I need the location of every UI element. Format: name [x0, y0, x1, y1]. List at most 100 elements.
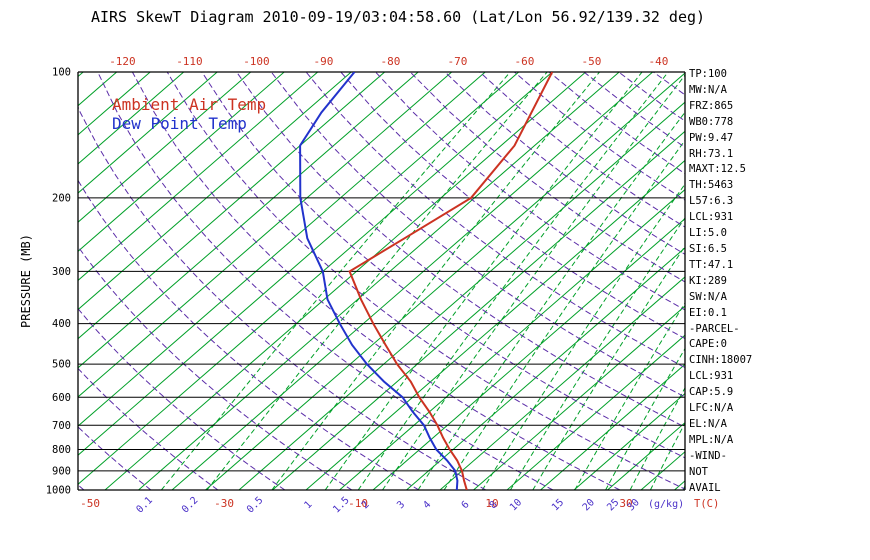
stats-line: RH:73.1: [689, 147, 734, 160]
mixing-ratio-tick-label: 1: [303, 499, 315, 511]
mixing-ratio-unit-label: (g/kg): [648, 499, 684, 510]
stats-line: CINH:18007: [689, 354, 753, 367]
top-temp-tick-label: -60: [515, 55, 535, 68]
bottom-temp-tick-label: -10: [348, 497, 368, 510]
mixing-ratio-tick-label: 6: [460, 499, 472, 511]
stats-line: SI:6.5: [689, 242, 727, 255]
mixing-ratio-line: [206, 72, 548, 490]
mixing-ratio-line: [324, 72, 643, 490]
pressure-tick-label: 300: [52, 266, 71, 278]
stats-line: FRZ:865: [689, 99, 734, 112]
stats-line: CAPE:0: [689, 338, 727, 351]
isotherm-line: [540, 363, 685, 490]
stats-line: -PARCEL-: [689, 322, 740, 335]
isotherm-line: [78, 72, 218, 194]
dry-adiabat-line: [479, 72, 685, 228]
mixing-ratio-line: [532, 245, 685, 490]
stats-line: WB0:778: [689, 115, 734, 128]
dry-adiabat-line: [653, 72, 685, 96]
stats-line: KI:289: [689, 274, 727, 287]
stats-line: -WIND-: [689, 449, 727, 462]
isotherm-line: [78, 72, 352, 311]
stats-line: CAP:5.9: [689, 386, 734, 399]
mixing-ratio-line: [574, 302, 685, 490]
mixing-ratio-tick-label: 20: [581, 497, 597, 513]
mixing-ratio-line: [161, 72, 511, 490]
isotherm-line: [78, 72, 520, 456]
bottom-temp-tick-label: 10: [485, 497, 498, 510]
isotherm-line: [0, 72, 16, 490]
pressure-tick-label: 500: [52, 359, 71, 371]
isotherm-line: [372, 218, 685, 490]
isotherm-line: [78, 72, 252, 223]
stats-line: L57:6.3: [689, 195, 734, 208]
isotherm-line: [305, 159, 685, 490]
dry-adiabat-line: [78, 367, 219, 490]
dry-adiabat-line: [78, 426, 152, 490]
pressure-tick-label: 800: [52, 444, 71, 456]
mixing-ratio-line: [509, 217, 685, 490]
dry-adiabat-line: [78, 105, 487, 490]
bottom-temp-tick-label: -50: [80, 497, 100, 510]
dry-adiabat-line: [201, 72, 685, 459]
grid-lines: [0, 72, 870, 490]
isotherm-line: [78, 72, 386, 340]
top-temp-tick-label: -120: [109, 55, 136, 68]
stats-line: TP:100: [689, 68, 727, 80]
mixing-ratio-line: [649, 421, 685, 490]
pressure-tick-label: 700: [52, 420, 71, 432]
bottom-temp-tick-label: 30: [619, 497, 632, 510]
pressure-tick-label: 100: [52, 67, 71, 79]
stats-line: LCL:931: [689, 370, 734, 383]
top-temp-tick-label: -40: [649, 55, 669, 68]
pressure-tick-label: 1000: [46, 485, 71, 497]
dry-adiabat-line: [78, 307, 286, 490]
stats-line: TT:47.1: [689, 258, 734, 271]
pressure-tick-label: 200: [52, 192, 71, 204]
stats-line: NOT: [689, 465, 708, 478]
dry-adiabat-line: [270, 72, 685, 398]
pressure-tick-label: 900: [52, 465, 71, 477]
isotherm-line: [473, 305, 685, 490]
mixing-ratio-tick-label: 0.2: [180, 495, 201, 516]
legend-ambient-temp: Ambient Air Temp: [112, 95, 267, 114]
isotherm-line: [78, 72, 453, 398]
dry-adiabat-line: [97, 72, 554, 490]
isotherm-line: [573, 392, 685, 490]
bottom-temp-tick-label: -30: [214, 497, 234, 510]
mixing-ratio-tick-label: 15: [550, 497, 566, 513]
mixing-ratio-tick-label: 0.1: [134, 495, 155, 516]
top-temp-tick-label: -70: [448, 55, 468, 68]
mixing-ratio-line: [629, 386, 685, 490]
mixing-ratio-tick-label: 0.5: [245, 495, 266, 516]
mixing-ratio-tick-label: 4: [421, 499, 433, 511]
mixing-ratio-tick-label: 3: [395, 499, 407, 511]
isotherm-line: [205, 72, 685, 490]
dry-adiabat-line: [131, 72, 621, 490]
dry-adiabat-line: [78, 245, 353, 490]
isotherm-line: [78, 72, 553, 486]
stats-line: MPL:N/A: [689, 433, 734, 446]
ambient-temp-curve: [348, 72, 554, 490]
stats-line: EL:N/A: [689, 417, 727, 430]
isotherm-line: [78, 72, 185, 165]
dry-adiabat-line: [375, 72, 685, 311]
dew-point-curve: [299, 72, 459, 490]
isotherm-line: [742, 72, 870, 490]
isotherm-line: [78, 72, 319, 282]
top-temp-tick-label: -50: [582, 55, 602, 68]
stats-line: AVAIL: [689, 481, 721, 494]
stats-line: LCL:931: [689, 211, 734, 224]
stats-line: SW:N/A: [689, 290, 727, 303]
isotherm-line: [640, 451, 685, 490]
stats-line: TH:5463: [689, 179, 734, 192]
dry-adiabat-line: [78, 484, 85, 490]
isotherm-line: [138, 72, 620, 490]
pressure-tick-label: 600: [52, 392, 71, 404]
mixing-ratio-line: [605, 347, 685, 490]
isotherm-line: [506, 334, 685, 490]
stats-line: MW:N/A: [689, 83, 727, 96]
isotherm-line: [406, 247, 685, 490]
